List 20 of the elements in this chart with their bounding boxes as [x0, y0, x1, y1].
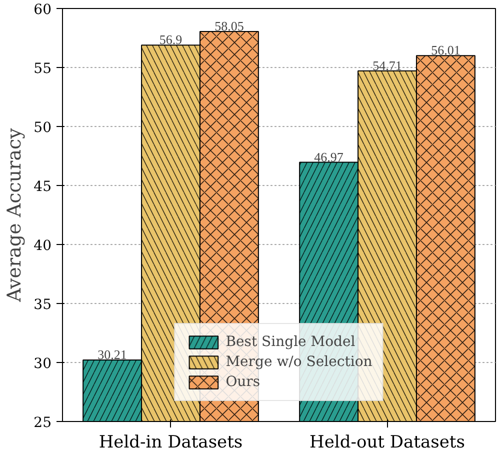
y-tick-label: 45: [34, 179, 52, 195]
y-axis-title: Average Accuracy: [4, 128, 26, 303]
y-tick-label: 25: [34, 415, 52, 431]
legend-label: Ours: [226, 374, 260, 390]
x-tick-label: Held-out Datasets: [310, 432, 465, 452]
y-tick-label: 40: [34, 238, 52, 254]
data-label: 54.71: [372, 58, 402, 73]
data-label: 56.9: [159, 32, 182, 48]
data-label: 46.97: [314, 149, 344, 164]
x-tick-label: Held-in Datasets: [98, 432, 243, 452]
legend-label: Best Single Model: [226, 334, 356, 350]
y-tick-label: 55: [34, 61, 52, 77]
y-tick-label: 35: [34, 297, 52, 313]
data-label: 56.01: [431, 42, 460, 58]
y-tick-label: 60: [34, 2, 52, 18]
y-tick-label: 50: [34, 120, 52, 136]
data-label: 30.21: [98, 347, 127, 362]
legend-label: Merge w/o Selection: [226, 354, 372, 370]
y-tick-label: 30: [34, 356, 52, 372]
data-label: 58.05: [214, 18, 244, 34]
